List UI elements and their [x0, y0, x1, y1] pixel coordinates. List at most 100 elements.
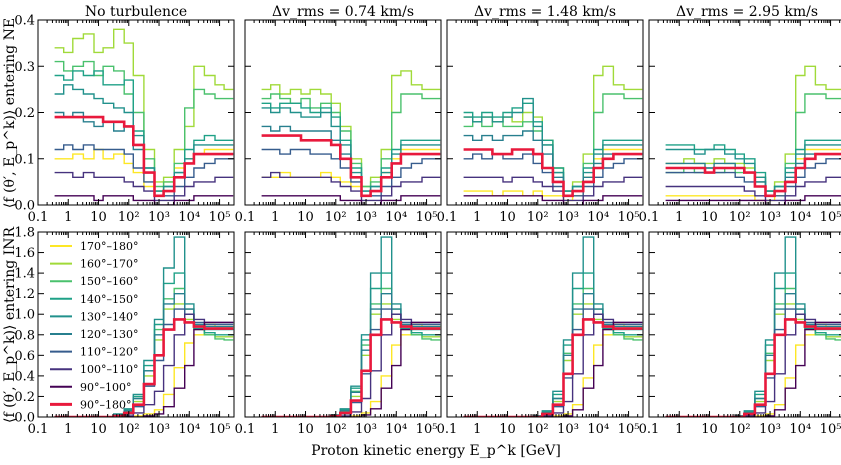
y-tick-label: 0.2 [14, 106, 35, 121]
series-group [463, 65, 643, 205]
series-90-100 [463, 195, 643, 205]
series-90-180 [261, 134, 441, 198]
panel-bottom-4: 0.1 1 10 10² 10³ 10⁴ 10⁵ [639, 231, 841, 437]
legend-item: 120°–130° [50, 328, 139, 341]
x-tick-label: 1 [64, 422, 72, 437]
x-axis-title: Proton kinetic energy E_p^k [GeV] [311, 443, 561, 459]
x-tick-label: 0.1 [28, 422, 49, 437]
series-100-110 [261, 171, 441, 202]
x-tick-label: 10⁴ [587, 422, 609, 437]
legend-item: 100°–110° [50, 363, 139, 376]
legend-label: 90°–100° [80, 381, 132, 394]
series-120-130 [665, 293, 841, 417]
series-140-150 [261, 102, 441, 192]
panel-bottom-1: 0.1 1 10 10² 10³ 10⁴ 10⁵ 0.0 0.2 0.4 0.6 0.8 1.0 1.2 1… [14, 226, 235, 437]
plot-frame [37, 231, 235, 418]
x-tick-label: 10 [90, 422, 107, 437]
x-tick-label: 10⁵ [618, 422, 640, 437]
x-tick-label: 1 [675, 210, 683, 225]
x-tick-label: 1 [473, 422, 481, 437]
y-tick-label: 0.2 [14, 390, 35, 405]
legend: 170°–180° 160°–170° 150°–160° 140°–150° 130°… [50, 240, 139, 411]
legend-item: 160°–170° [50, 258, 139, 271]
series-100-110 [54, 313, 234, 417]
series-90-180 [463, 318, 643, 417]
legend-label: 120°–130° [80, 328, 139, 341]
x-tick-label: 0.1 [235, 422, 256, 437]
x-tick-label: 10⁵ [209, 422, 231, 437]
y-axis-title-top: ⟨f (θ′, E_p^k)⟩ entering NE [2, 18, 18, 208]
series-140-150 [665, 139, 841, 192]
series-group [665, 65, 841, 205]
x-tick-label: 10⁴ [178, 210, 200, 225]
series-110-120 [54, 144, 234, 197]
y-tick-label: 0.4 [14, 369, 35, 384]
x-tick-label: 10² [729, 422, 751, 437]
panel-title: Δv_rms = 1.48 km/s [474, 4, 616, 20]
y-tick-label: 0.4 [14, 14, 35, 29]
panel-top-2: 0.1 1 10 10² 10³ 10⁴ 10⁵ Δv_rms = 0.74 km/s [235, 4, 442, 225]
series-110-120 [665, 308, 841, 417]
legend-label: 130°–140° [80, 310, 139, 323]
series-120-130 [261, 293, 441, 417]
x-tick-label: 10 [499, 422, 516, 437]
series-100-110 [54, 171, 234, 202]
series-90-180 [665, 152, 841, 198]
series-90-100 [665, 321, 841, 417]
series-110-120 [261, 148, 441, 197]
y-tick-label: 0.1 [14, 152, 35, 167]
legend-item: 140°–150° [50, 293, 139, 306]
x-tick-label: 10⁵ [416, 422, 438, 437]
x-tick-label: 0.1 [639, 210, 660, 225]
x-tick-label: 1 [271, 210, 279, 225]
x-tick-label: 10³ [557, 210, 579, 225]
plot-frame [446, 231, 644, 418]
panel-title: Δv_rms = 2.95 km/s [676, 4, 818, 20]
series-170-180 [665, 323, 841, 417]
series-100-110 [463, 176, 643, 202]
series-group [261, 70, 441, 205]
x-tick-label: 10 [297, 210, 314, 225]
x-tick-label: 0.1 [437, 422, 458, 437]
x-tick-label: 1 [64, 210, 72, 225]
x-tick-label: 0.1 [639, 422, 660, 437]
x-tick-label: 1 [473, 210, 481, 225]
series-100-110 [665, 176, 841, 202]
x-tick-label: 0.1 [437, 210, 458, 225]
legend-item: 170°–180° [50, 240, 139, 253]
series-150-160 [665, 287, 841, 417]
y-tick-label: 0.0 [14, 411, 35, 426]
legend-item: 130°–140° [50, 310, 139, 323]
x-tick-label: 10 [701, 210, 718, 225]
legend-label: 160°–170° [80, 258, 139, 271]
x-tick-label: 10³ [759, 210, 781, 225]
x-tick-label: 10³ [557, 422, 579, 437]
x-tick-label: 10⁴ [587, 210, 609, 225]
x-tick-label: 10³ [759, 422, 781, 437]
series-110-120 [54, 308, 234, 417]
series-90-180 [54, 115, 234, 198]
y-tick-label: 1.0 [14, 308, 35, 323]
series-90-180 [463, 148, 643, 198]
legend-item: 90°–180° [50, 398, 132, 411]
x-tick-label: 10 [297, 422, 314, 437]
series-group [665, 236, 841, 417]
y-tick-label: 0.3 [14, 60, 35, 75]
legend-item: 110°–120° [50, 346, 139, 359]
y-tick-label: 1.4 [14, 267, 35, 282]
x-tick-label: 10³ [148, 422, 170, 437]
series-150-160 [261, 287, 441, 417]
series-group [54, 28, 234, 205]
x-tick-label: 1 [675, 422, 683, 437]
y-tick-label: 1.6 [14, 246, 35, 261]
x-tick-label: 10² [729, 210, 751, 225]
plot-frame [648, 231, 841, 418]
series-90-100 [261, 195, 441, 205]
legend-label: 150°–160° [80, 275, 139, 288]
series-160-170 [261, 70, 441, 188]
x-tick-label: 10³ [355, 210, 377, 225]
series-150-160 [665, 93, 841, 192]
y-tick-label: 1.8 [14, 226, 35, 241]
